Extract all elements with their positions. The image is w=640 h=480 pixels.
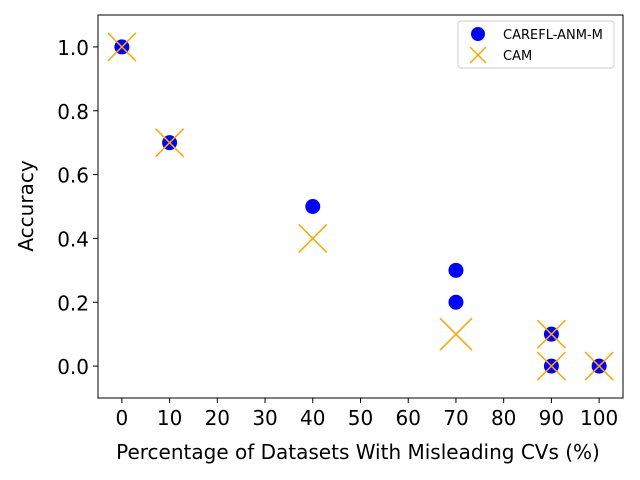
y-tick-label: 0.4 (57, 227, 89, 251)
y-axis-label: Accuracy (14, 160, 38, 251)
plot-area (107, 32, 614, 381)
x-tick-label: 0 (115, 406, 128, 430)
point-carefl-anm-m (448, 294, 464, 310)
y-tick-label: 0.2 (57, 291, 89, 315)
legend-label-carefl: CAREFL-ANM-M (503, 28, 603, 43)
legend: CAREFL-ANM-M CAM (457, 20, 615, 69)
point-cam (107, 32, 137, 62)
plot-frame (97, 14, 624, 399)
x-tick-label: 40 (300, 406, 325, 430)
x-tick-label: 60 (396, 406, 421, 430)
x-tick-label: 30 (252, 406, 277, 430)
y-tick-label: 1.0 (57, 36, 89, 60)
x-tick-label: 90 (539, 406, 564, 430)
x-axis-label: Percentage of Datasets With Misleading C… (116, 440, 600, 464)
y-tick-label: 0.6 (57, 164, 89, 188)
x-tick-label: 20 (205, 406, 230, 430)
legend-box (457, 20, 615, 69)
point-cam (439, 317, 473, 351)
axis-ticks: 0 10 20 30 40 50 60 70 80 90 100 0.0 0.2 0.4 0.6 0.8 1.0 (57, 36, 618, 430)
x-tick-label: 50 (348, 406, 373, 430)
point-carefl-anm-m (448, 262, 464, 278)
x-tick-label: 100 (580, 406, 618, 430)
legend-marker-carefl (471, 27, 485, 41)
point-cam (536, 351, 566, 381)
x-tick-label: 70 (443, 406, 468, 430)
y-tick-label: 0.8 (57, 100, 89, 124)
point-cam (584, 351, 614, 381)
point-cam (536, 319, 566, 349)
point-cam (298, 223, 328, 253)
legend-marker-cam (469, 46, 487, 64)
point-carefl-anm-m (305, 199, 321, 214)
legend-label-cam: CAM (503, 49, 532, 64)
x-tick-label: 10 (157, 406, 182, 430)
x-tick-label: 80 (491, 406, 516, 430)
point-cam (155, 128, 185, 158)
y-tick-label: 0.0 (57, 355, 89, 379)
